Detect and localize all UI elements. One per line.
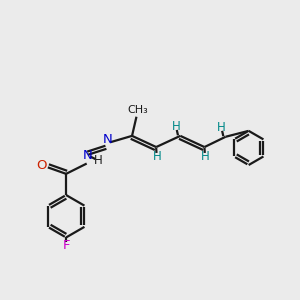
Text: CH₃: CH₃	[128, 105, 148, 115]
Text: H: H	[94, 154, 102, 167]
Text: H: H	[152, 150, 161, 163]
Text: O: O	[37, 159, 47, 172]
Text: H: H	[201, 150, 209, 163]
Text: F: F	[62, 239, 70, 252]
Text: H: H	[217, 121, 226, 134]
Text: H: H	[172, 120, 180, 133]
Text: N: N	[102, 134, 112, 146]
Text: N: N	[82, 149, 92, 162]
